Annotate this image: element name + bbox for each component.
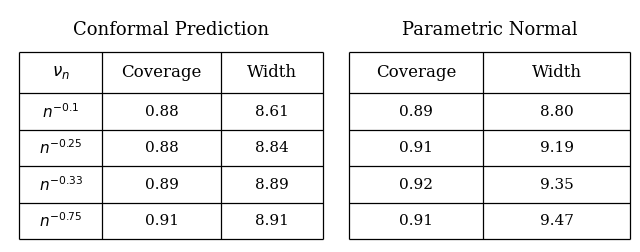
Text: 8.80: 8.80 <box>540 105 573 118</box>
Text: Conformal Prediction: Conformal Prediction <box>73 21 269 39</box>
Text: Coverage: Coverage <box>376 64 456 81</box>
Text: $n^{-0.75}$: $n^{-0.75}$ <box>39 212 83 231</box>
Text: 0.89: 0.89 <box>399 105 433 118</box>
Text: 0.88: 0.88 <box>145 105 179 118</box>
Text: Parametric Normal: Parametric Normal <box>402 21 577 39</box>
Text: 0.91: 0.91 <box>145 214 179 228</box>
Text: 8.91: 8.91 <box>255 214 289 228</box>
Text: 8.84: 8.84 <box>255 141 289 155</box>
Text: $n^{-0.25}$: $n^{-0.25}$ <box>39 139 83 158</box>
Text: $n^{-0.1}$: $n^{-0.1}$ <box>42 102 79 121</box>
Text: 9.35: 9.35 <box>540 178 573 192</box>
Text: 0.88: 0.88 <box>145 141 179 155</box>
Text: Coverage: Coverage <box>122 64 202 81</box>
Text: 0.89: 0.89 <box>145 178 179 192</box>
Text: $n^{-0.33}$: $n^{-0.33}$ <box>38 175 83 194</box>
Text: $\nu_n$: $\nu_n$ <box>52 64 70 81</box>
Text: 0.92: 0.92 <box>399 178 433 192</box>
Text: 9.19: 9.19 <box>540 141 574 155</box>
Text: 8.89: 8.89 <box>255 178 289 192</box>
Text: 0.91: 0.91 <box>399 141 433 155</box>
Text: Width: Width <box>247 64 297 81</box>
Text: 0.91: 0.91 <box>399 214 433 228</box>
Text: 8.61: 8.61 <box>255 105 289 118</box>
Text: 9.47: 9.47 <box>540 214 573 228</box>
Text: Width: Width <box>532 64 582 81</box>
